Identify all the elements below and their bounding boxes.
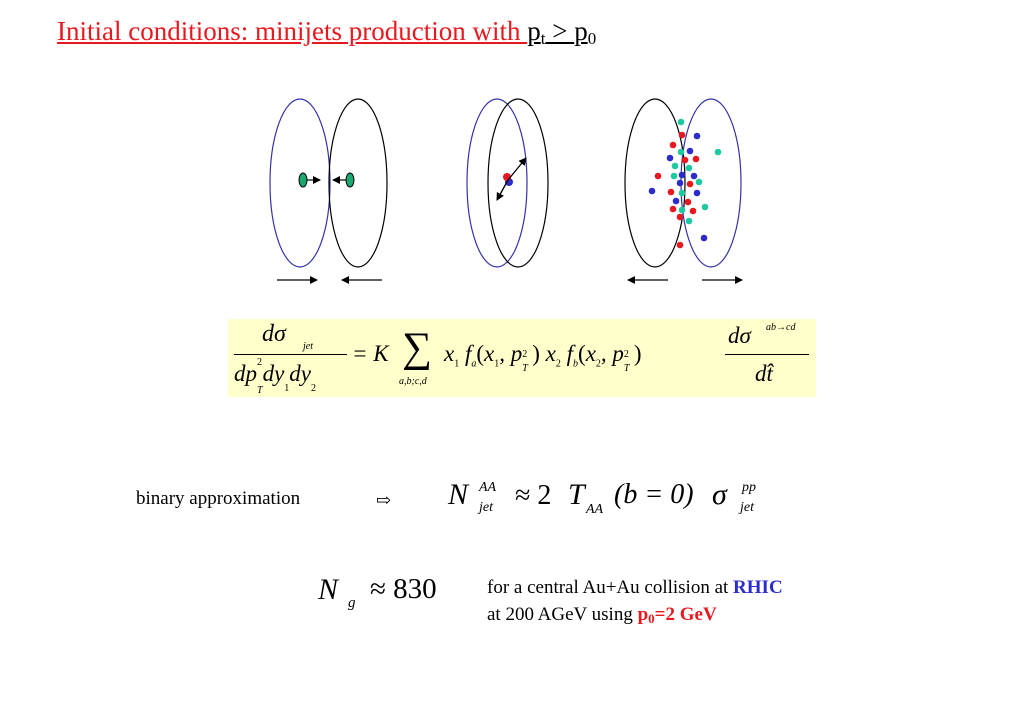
sum-symbol: ∑	[402, 325, 432, 371]
njet-N: N	[448, 478, 469, 511]
nucleus-right	[328, 98, 388, 268]
rhs-numerator: dσ	[728, 323, 751, 348]
jet-arrow-up	[507, 157, 527, 181]
title-p0-base: p	[574, 16, 588, 46]
ng-approx: ≈ 830	[370, 573, 437, 605]
njet-jet-sub-2: jet	[740, 500, 754, 515]
njet-b-expr: (b = 0)	[614, 479, 694, 510]
nucleus-left	[269, 98, 331, 268]
ng-g-sub: g	[348, 595, 356, 611]
arrow-right-icon: ⇨	[376, 490, 392, 510]
collision-diagram	[269, 98, 743, 284]
nucleus-left-2	[466, 98, 528, 268]
rhs-sup: ab→cd	[766, 322, 796, 333]
collision-note: for a central Au+Au collision at RHIC at…	[487, 574, 783, 628]
title-pt: pt > p0	[527, 16, 597, 48]
equals-K: = K	[352, 341, 389, 366]
lhs-fraction-bar	[234, 354, 347, 355]
title-p0-sub: 0	[587, 29, 597, 48]
panel-approach	[269, 98, 388, 284]
njet-sigma: σ	[712, 478, 727, 511]
rhs-fraction-bar	[725, 354, 809, 355]
njet-T: T	[568, 478, 585, 511]
sum-subscript: a,b;c,d	[399, 376, 427, 387]
title-pt-base: p	[527, 16, 541, 46]
title-gt: >	[545, 16, 575, 46]
cross-section-formula: dσ jet dp 2 Tdy1dy2 = K ∑ a,b;c,d x1 fa(x1…	[228, 319, 816, 397]
lhs-numerator: dσ	[262, 321, 286, 347]
rhic-label: RHIC	[733, 577, 783, 598]
ng-equation: N g ≈ 830	[318, 565, 458, 615]
parton-left	[298, 172, 308, 188]
pdf-product: x1 fa(x1, p 2 T) x2 fb(x2, p 2 T)	[444, 341, 642, 374]
jet-arrow-down	[496, 179, 509, 201]
slide-title: Initial conditions: minijets production …	[57, 14, 596, 48]
njet-approx: ≈ 2	[515, 480, 552, 511]
njet-T-sub: AA	[586, 502, 604, 517]
nucleus-left-3	[624, 98, 686, 268]
rhs-denominator: dt̂	[755, 361, 773, 386]
njet-jet-sub: jet	[479, 500, 493, 515]
binary-approximation-label: binary approximation	[136, 488, 301, 509]
nucleus-right-2	[487, 98, 549, 268]
njet-pp-sup: pp	[742, 480, 756, 495]
ng-N: N	[318, 573, 339, 606]
p0-value: p0=2 GeV	[637, 604, 717, 626]
njet-AA-sup: AA	[479, 480, 497, 495]
note-line-1: for a central Au+Au collision at RHIC	[487, 577, 783, 598]
title-pt-sub: t	[540, 29, 546, 48]
parton-right	[345, 172, 355, 188]
note-line-2: at 200 AGeV using p0=2 GeV	[487, 604, 717, 626]
produced-partons	[648, 118, 722, 249]
lhs-jet-sub: jet	[303, 341, 313, 352]
njet-equation: N AA jet ≈ 2 T AA (b = 0) σ pp jet	[448, 472, 778, 528]
panel-overlap	[466, 98, 549, 268]
title-text: Initial conditions: minijets production …	[57, 16, 528, 46]
panel-after	[624, 98, 743, 284]
lhs-denominator: dp 2 Tdy1dy2	[234, 357, 316, 396]
